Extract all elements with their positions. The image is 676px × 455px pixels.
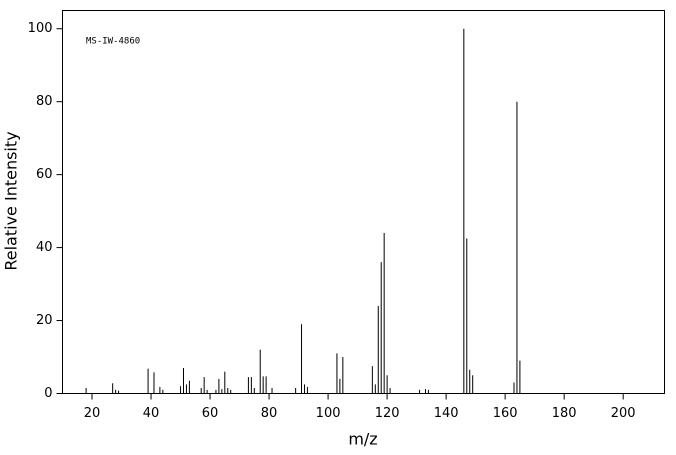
y-tick-label: 80 [36,94,53,109]
y-tick-label: 20 [36,313,53,328]
annotation: MS-IW-4860 [86,37,140,47]
x-tick-label: 140 [434,406,459,421]
x-tick-label: 120 [375,406,400,421]
y-tick-label: 40 [36,240,53,255]
y-axis-label: Relative Intensity [2,131,21,270]
x-tick-label: 180 [552,406,577,421]
plot-frame [62,10,665,394]
x-tick-label: 200 [611,406,636,421]
x-tick-label: 60 [202,406,219,421]
x-axis-label: m/z [348,430,377,449]
y-tick-label: 0 [44,386,52,401]
x-tick-label: 40 [143,406,160,421]
x-tick-label: 160 [493,406,518,421]
y-tick-label: 60 [36,167,53,182]
x-tick-label: 80 [261,406,278,421]
y-tick-label: 100 [28,21,53,36]
x-tick-label: 20 [84,406,101,421]
x-tick-label: 100 [316,406,341,421]
